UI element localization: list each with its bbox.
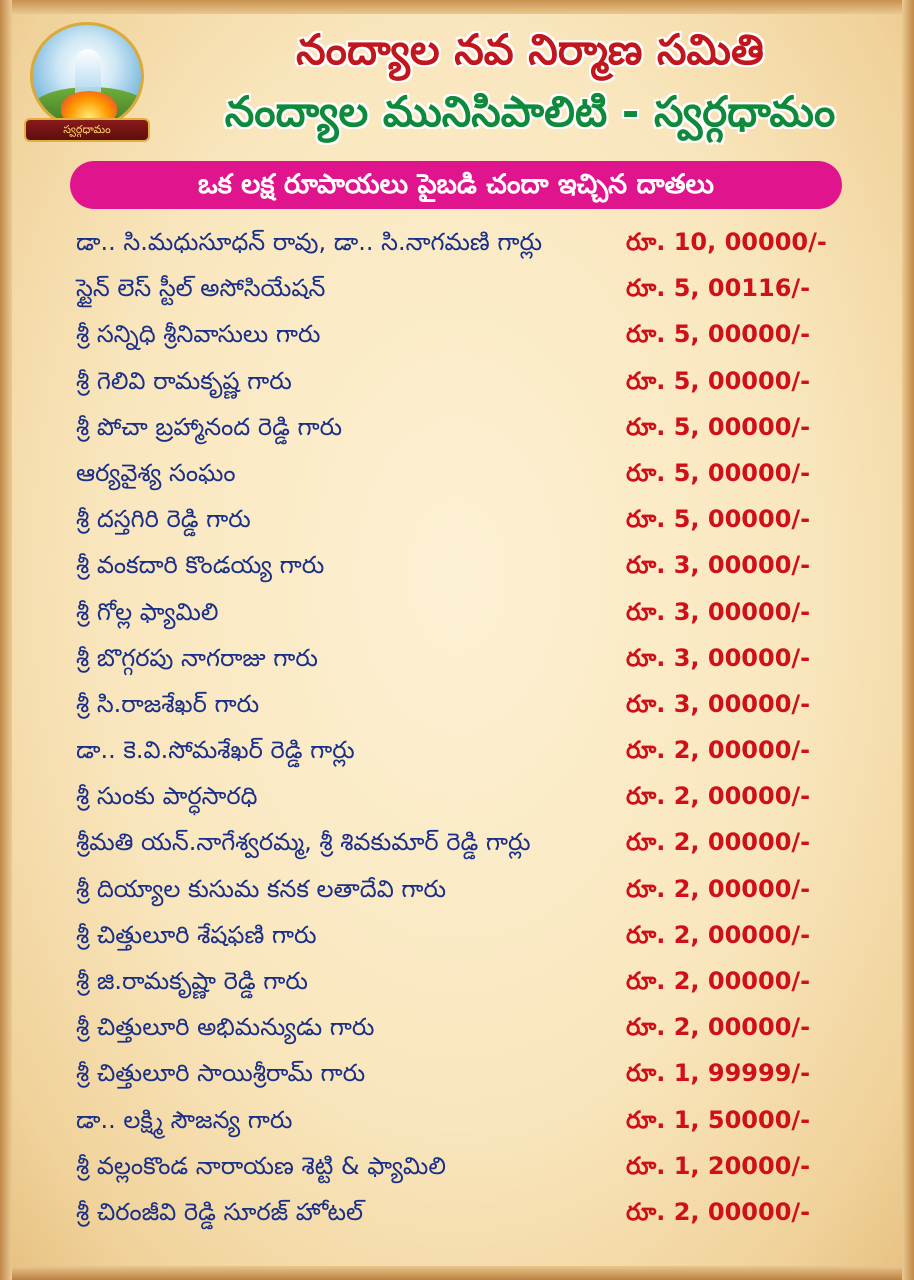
donation-amount: రూ. 10, 00000/- [626, 228, 827, 256]
donors-banner: ఒక లక్ష రూపాయలు పైబడి చందా ఇచ్చిన దాతలు [70, 161, 842, 209]
donor-name: శ్రీ చిత్తులూరి అభిమన్యుడు గారు [76, 1013, 375, 1042]
donor-name: శ్రీ దస్తగిరి రెడ్డి గారు [76, 505, 251, 534]
donor-row: డా.. కె.వి.సోమశేఖర్ రెడ్డి గార్లు రూ. 2, … [76, 728, 876, 774]
donor-name: ఆర్యవైశ్య సంఘం [76, 458, 236, 487]
donor-name: శ్రీ వంకదారి కొండయ్య గారు [76, 551, 325, 580]
donor-name: శ్రీ సన్నిధి శ్రీనివాసులు గారు [76, 320, 321, 349]
donor-name: శ్రీ దియ్యాల కుసుమ కనక లతాదేవి గారు [76, 874, 447, 903]
donor-row: శ్రీమతి యన్.నాగేశ్వరమ్మ, శ్రీ శివకుమార్ … [76, 820, 876, 866]
paper-edge-left [0, 0, 12, 1280]
donation-amount: రూ. 5, 00000/- [626, 412, 811, 441]
donation-amount: రూ. 3, 00000/- [626, 643, 811, 672]
donor-name: శ్రీ గోల్ల ఫ్యామిలి [76, 597, 219, 626]
donor-name: శ్రీ సి.రాజశేఖర్ గారు [76, 689, 260, 718]
donor-list: డా.. సి.మధుసూధన్ రావు, డా.. సి.నాగమణి గా… [76, 220, 876, 1236]
donation-amount: రూ. 2, 00000/- [626, 920, 811, 949]
donation-amount: రూ. 2, 00000/- [626, 1197, 811, 1226]
donor-row: డా.. సి.మధుసూధన్ రావు, డా.. సి.నాగమణి గా… [76, 220, 876, 266]
logo-caption: స్వర్గధామం [24, 118, 150, 142]
donation-amount: రూ. 3, 00000/- [626, 551, 811, 580]
donation-amount: రూ. 5, 00000/- [626, 366, 811, 395]
donation-amount: రూ. 3, 00000/- [626, 689, 811, 718]
donor-row: శ్రీ చిత్తులూరి సాయిశ్రీరామ్ గారు రూ. 1, … [76, 1051, 876, 1097]
donor-name: శ్రీ గెలివి రామకృష్ణ గారు [76, 366, 292, 395]
donor-row: శ్రీ దియ్యాల కుసుమ కనక లతాదేవి గారు రూ. 2… [76, 867, 876, 913]
meditation-heaven-logo-icon [30, 22, 144, 130]
donor-row: శ్రీ గెలివి రామకృష్ణ గారు రూ. 5, 00000/- [76, 359, 876, 405]
donor-row: శ్రీ చిత్తులూరి శేషఫణి గారు రూ. 2, 00000/… [76, 913, 876, 959]
donor-name: శ్రీ వల్లంకొండ నారాయణ శెట్టి & ఫ్యామిలి [76, 1151, 446, 1180]
donor-row: ఆర్యవైశ్య సంఘం రూ. 5, 00000/- [76, 451, 876, 497]
page-title: నంద్యాల నవ నిర్మాణ సమితి [296, 25, 764, 74]
donor-name: స్టైన్ లెస్ స్టీల్ అసోసియేషన్ [76, 274, 326, 303]
donor-row: శ్రీ వంకదారి కొండయ్య గారు రూ. 3, 00000/- [76, 543, 876, 589]
donor-row: శ్రీ బొగ్గరపు నాగరాజు గారు రూ. 3, 00000/- [76, 636, 876, 682]
donor-row: శ్రీ సి.రాజశేఖర్ గారు రూ. 3, 00000/- [76, 682, 876, 728]
donation-amount: రూ. 1, 50000/- [626, 1105, 811, 1134]
paper-edge-bottom [0, 1266, 914, 1280]
donor-name: శ్రీ చిరంజీవి రెడ్డి సూరజ్ హోటల్ [76, 1197, 364, 1226]
donor-row: డా.. లక్ష్మి సౌజన్య గారు రూ. 1, 50000/- [76, 1098, 876, 1144]
donation-amount: రూ. 2, 00000/- [626, 736, 811, 765]
donor-name: శ్రీ సుంకు పార్ధసారధి [76, 782, 258, 811]
donor-row: స్టైన్ లెస్ స్టీల్ అసోసియేషన్ రూ. 5, 0011… [76, 266, 876, 312]
donor-name: శ్రీ చిత్తులూరి శేషఫణి గారు [76, 920, 317, 949]
donation-amount: రూ. 1, 99999/- [626, 1059, 811, 1088]
page-subtitle: నంద్యాల మునిసిపాలిటి - స్వర్గధామం [224, 87, 836, 136]
donation-amount: రూ. 2, 00000/- [626, 782, 811, 811]
donor-name: శ్రీ చిత్తులూరి సాయిశ్రీరామ్ గారు [76, 1059, 366, 1088]
donation-amount: రూ. 2, 00000/- [626, 1013, 811, 1042]
paper-edge-right [902, 0, 914, 1280]
donation-amount: రూ. 5, 00000/- [626, 505, 811, 534]
donor-name: డా.. సి.మధుసూధన్ రావు, డా.. సి.నాగమణి గా… [76, 228, 542, 256]
donor-row: శ్రీ గోల్ల ఫ్యామిలి రూ. 3, 00000/- [76, 590, 876, 636]
donor-row: శ్రీ జి.రామకృష్ణా రెడ్డి గారు రూ. 2, 0000… [76, 959, 876, 1005]
donor-row: శ్రీ పోచా బ్రహ్మానంద రెడ్డి గారు రూ. 5, 0… [76, 405, 876, 451]
paper-edge-top [0, 0, 914, 14]
donation-amount: రూ. 5, 00000/- [626, 320, 811, 349]
donor-name: శ్రీ పోచా బ్రహ్మానంద రెడ్డి గారు [76, 412, 343, 441]
donor-row: శ్రీ చిరంజీవి రెడ్డి సూరజ్ హోటల్ రూ. 2, 0… [76, 1190, 876, 1236]
donor-name: డా.. లక్ష్మి సౌజన్య గారు [76, 1105, 293, 1134]
donor-name: శ్రీ బొగ్గరపు నాగరాజు గారు [76, 643, 318, 672]
donor-name: డా.. కె.వి.సోమశేఖర్ రెడ్డి గార్లు [76, 736, 355, 765]
donor-name: శ్రీ జి.రామకృష్ణా రెడ్డి గారు [76, 967, 308, 995]
donor-row: శ్రీ దస్తగిరి రెడ్డి గారు రూ. 5, 00000/- [76, 497, 876, 543]
donor-row: శ్రీ సన్నిధి శ్రీనివాసులు గారు రూ. 5, 000… [76, 312, 876, 358]
swargadhamam-logo: స్వర్గధామం [24, 22, 150, 144]
donor-name: శ్రీమతి యన్.నాగేశ్వరమ్మ, శ్రీ శివకుమార్ … [76, 828, 531, 857]
donation-amount: రూ. 2, 00000/- [626, 828, 811, 857]
donor-row: శ్రీ వల్లంకొండ నారాయణ శెట్టి & ఫ్యామిలి ర… [76, 1144, 876, 1190]
donor-row: శ్రీ చిత్తులూరి అభిమన్యుడు గారు రూ. 2, 00… [76, 1005, 876, 1051]
donation-amount: రూ. 3, 00000/- [626, 597, 811, 626]
donation-amount: రూ. 2, 00000/- [626, 967, 811, 995]
donor-row: శ్రీ సుంకు పార్ధసారధి రూ. 2, 00000/- [76, 774, 876, 820]
donation-amount: రూ. 2, 00000/- [626, 874, 811, 903]
donation-amount: రూ. 5, 00116/- [626, 274, 811, 303]
donation-amount: రూ. 1, 20000/- [626, 1151, 811, 1180]
donation-amount: రూ. 5, 00000/- [626, 458, 811, 487]
